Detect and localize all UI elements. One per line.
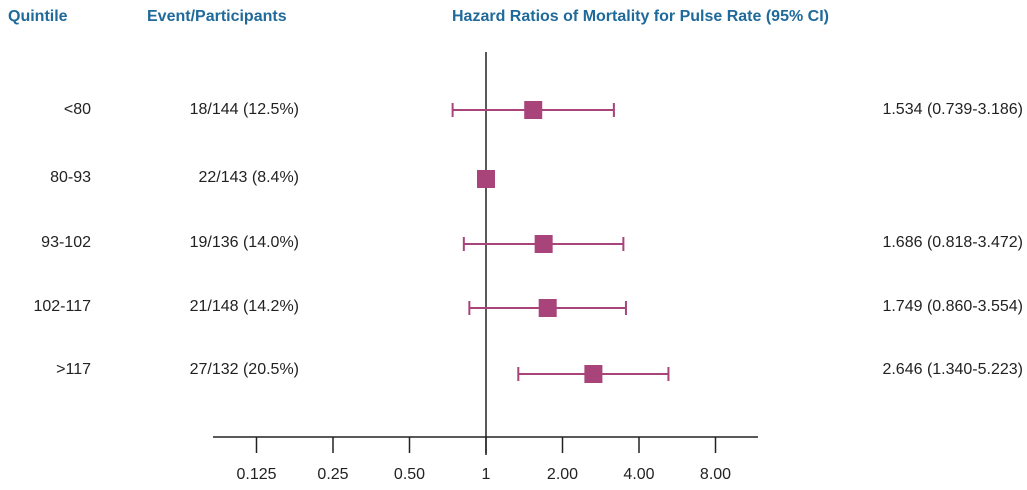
events-header: Event/Participants xyxy=(147,8,287,25)
hazard-ratio-marker xyxy=(584,365,603,383)
axis-layer: 0.125 0.25 0.50 1 2.00 4.00 8.00 xyxy=(213,52,758,483)
x-tick-label: 8.00 xyxy=(700,466,731,483)
row-q3: 93-102 19/136 (14.0%) 1.686 (0.818-3.472… xyxy=(0,229,1027,259)
events-value: 22/143 (8.4%) xyxy=(198,169,299,186)
events-value: 21/148 (14.2%) xyxy=(189,298,299,315)
quintile-label: 93-102 xyxy=(41,234,91,251)
hazard-ratio-marker xyxy=(534,235,553,253)
quintile-label: <80 xyxy=(63,101,91,118)
ci-value: 1.686 (0.818-3.472) xyxy=(882,234,1023,251)
events-value: 18/144 (12.5%) xyxy=(189,101,299,118)
hazard-ratio-header: Hazard Ratios of Mortality for Pulse Rat… xyxy=(452,8,829,25)
row-q4: 102-117 21/148 (14.2%) 1.749 (0.860-3.55… xyxy=(0,293,1027,323)
hazard-ratio-marker xyxy=(538,299,557,317)
ci-value: 1.749 (0.860-3.554) xyxy=(882,298,1023,315)
mark-layer xyxy=(451,101,670,383)
quintile-header: Quintile xyxy=(8,8,68,25)
x-tick-label: 0.25 xyxy=(317,466,348,483)
x-tick-label: 2.00 xyxy=(547,466,578,483)
row-q5: >117 27/132 (20.5%) 2.646 (1.340-5.223) xyxy=(0,356,1027,386)
x-tick-label: 0.125 xyxy=(236,466,276,483)
x-tick-label: 4.00 xyxy=(623,466,654,483)
row-q1: <80 18/144 (12.5%) 1.534 (0.739-3.186) xyxy=(0,96,1027,126)
hazard-ratio-marker xyxy=(524,101,543,119)
events-value: 27/132 (20.5%) xyxy=(189,361,299,378)
quintile-label: >117 xyxy=(56,361,91,378)
quintile-label: 80-93 xyxy=(50,169,91,186)
hazard-ratio-marker xyxy=(477,170,495,188)
x-tick-label: 1 xyxy=(482,466,491,483)
events-value: 19/136 (14.0%) xyxy=(189,234,299,251)
row-q2: 80-93 22/143 (8.4%) xyxy=(0,164,1027,194)
x-tick-label: 0.50 xyxy=(394,466,425,483)
quintile-label: 102-117 xyxy=(33,298,91,315)
ci-value: 1.534 (0.739-3.186) xyxy=(882,101,1023,118)
ci-value: 2.646 (1.340-5.223) xyxy=(882,361,1023,378)
